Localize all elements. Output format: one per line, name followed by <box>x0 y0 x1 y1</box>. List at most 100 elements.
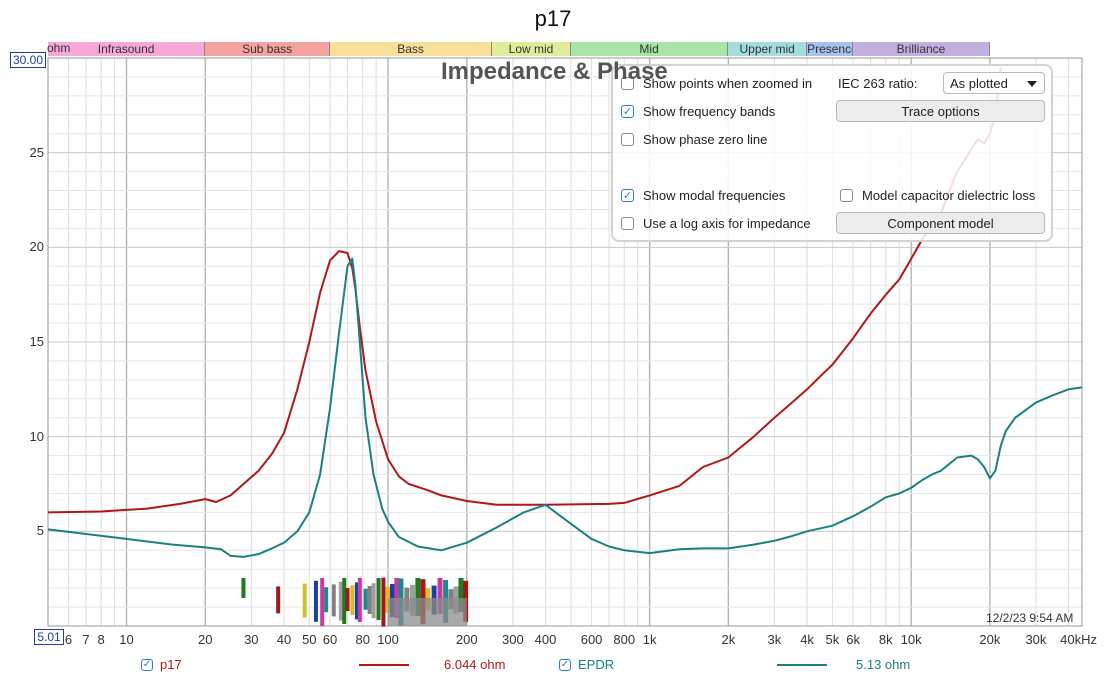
iec-ratio-select[interactable]: As plotted <box>943 72 1045 94</box>
band-sub-bass: Sub bass <box>205 42 331 56</box>
x-tick-label: 4k <box>800 632 814 647</box>
modal-frequency-bar <box>331 584 336 617</box>
x-tick-label: 8 <box>97 632 105 647</box>
x-tick-label: 6k <box>846 632 860 647</box>
show-points-checkbox[interactable] <box>621 77 634 90</box>
iec-ratio-value: As plotted <box>950 76 1008 91</box>
frequency-bands-strip: Infrasound Sub bass Bass Low mid Mid Upper mi… <box>48 42 1003 56</box>
x-tick-label: 100 <box>377 632 399 647</box>
modal-frequency-bar <box>338 581 343 621</box>
x-tick-label: 8k <box>878 632 893 647</box>
x-min-field[interactable]: 5.01 <box>34 629 64 645</box>
modal-frequency-bar <box>363 588 368 610</box>
y-tick-label: 10 <box>29 428 44 444</box>
legend-epdr-checkbox[interactable]: ✓ <box>559 658 571 671</box>
x-tick-label: 400 <box>534 632 557 647</box>
x-tick-label: 7 <box>82 632 90 647</box>
x-tick-label: 2k <box>721 632 736 647</box>
x-tick-label: 1k <box>642 632 657 647</box>
x-tick-label: 10 <box>119 632 134 647</box>
modal-frequency-bar <box>437 578 443 614</box>
modal-frequency-bar <box>342 578 347 624</box>
modal-frequency-bar <box>324 587 329 613</box>
x-tick-label: 80 <box>355 632 370 647</box>
x-tick-label: 300 <box>501 632 524 647</box>
modal-frequency-bar <box>345 588 350 611</box>
x-tick-label: 50 <box>302 632 317 647</box>
modal-frequency-bar <box>241 578 246 598</box>
component-model-button[interactable]: Component model <box>836 212 1045 234</box>
band-infrasound: Infrasound <box>48 42 206 56</box>
timestamp: 12/2/23 9:54 AM <box>986 611 1074 625</box>
legend-epdr-name: EPDR <box>578 657 615 672</box>
graph-options-panel: Show points when zoomed in ✓ Show freque… <box>611 64 1053 242</box>
x-tick-label: 40kHz <box>1060 632 1098 647</box>
legend-epdr-line <box>777 664 827 666</box>
y-tick-label: 25 <box>29 144 44 160</box>
x-tick-label: 5k <box>825 632 840 647</box>
dropdown-caret-icon <box>1027 81 1037 87</box>
modal-frequency-bar <box>357 578 362 622</box>
y-tick-label: 20 <box>29 239 44 255</box>
band-mid: Mid <box>570 42 729 56</box>
band-bass: Bass <box>330 42 493 56</box>
x-tick-label: 30 <box>244 632 259 647</box>
log-axis-checkbox[interactable] <box>621 217 634 230</box>
legend-p17-line <box>359 664 409 666</box>
modal-density-fill <box>388 598 467 626</box>
trace-options-button[interactable]: Trace options <box>836 100 1045 122</box>
y-tick-label: 15 <box>29 334 44 349</box>
modal-frequency-bar <box>350 585 355 616</box>
show-phase-zero-checkbox[interactable] <box>621 133 634 146</box>
show-phase-zero-option[interactable]: Show phase zero line <box>621 132 767 147</box>
x-tick-label: 200 <box>455 632 478 647</box>
legend-p17[interactable]: ✓ p17 <box>141 657 182 672</box>
show-modal-option[interactable]: ✓ Show modal frequencies <box>621 188 785 203</box>
x-tick-label: 30k <box>1025 632 1047 647</box>
modal-frequency-bar <box>415 578 421 616</box>
legend-p17-checkbox[interactable]: ✓ <box>141 658 153 671</box>
dielectric-checkbox[interactable] <box>840 189 853 202</box>
dielectric-option[interactable]: Model capacitor dielectric loss <box>840 188 1035 203</box>
x-tick-label: 40 <box>276 632 292 647</box>
dielectric-label: Model capacitor dielectric loss <box>862 188 1036 203</box>
modal-frequency-bar <box>381 577 386 627</box>
modal-frequency-bar <box>376 578 381 620</box>
x-tick-label: 6 <box>64 632 73 647</box>
y-tick-label: 5 <box>36 523 44 539</box>
modal-frequency-bar <box>276 586 281 614</box>
legend-p17-value: 6.044 ohm <box>444 657 506 672</box>
y-unit-label: ohm <box>47 41 71 55</box>
x-tick-label: 20k <box>979 632 1001 647</box>
band-brilliance: Brilliance <box>853 42 990 56</box>
x-tick-label: 20 <box>198 632 213 647</box>
y-max-field[interactable]: 30.00 <box>10 52 46 68</box>
x-tick-label: 60 <box>322 632 338 647</box>
modal-frequency-bar <box>320 578 325 626</box>
show-bands-option[interactable]: ✓ Show frequency bands <box>621 104 775 119</box>
show-points-label: Show points when zoomed in <box>643 76 813 91</box>
legend-p17-name: p17 <box>160 657 182 672</box>
chart-heading: Impedance & Phase <box>441 58 668 85</box>
log-axis-label: Use a log axis for impedance <box>643 216 811 231</box>
show-modal-checkbox[interactable]: ✓ <box>621 189 634 202</box>
show-phase-zero-label: Show phase zero line <box>643 132 768 147</box>
modal-frequency-bar <box>313 580 318 622</box>
plot-frame <box>47 57 1083 627</box>
modal-frequency-bar <box>354 582 359 620</box>
x-tick-label: 10k <box>900 632 922 647</box>
band-low-mid: Low mid <box>492 42 571 56</box>
legend-epdr[interactable]: ✓ EPDR <box>559 657 614 672</box>
x-tick-label: 3k <box>767 632 782 647</box>
window-title: p17 <box>534 6 572 31</box>
band-presence: Presence <box>807 42 854 56</box>
log-axis-option[interactable]: Use a log axis for impedance <box>621 216 811 231</box>
show-bands-label: Show frequency bands <box>643 104 776 119</box>
x-tick-label: 800 <box>613 632 636 647</box>
show-bands-checkbox[interactable]: ✓ <box>621 105 634 118</box>
show-points-option[interactable]: Show points when zoomed in <box>621 76 812 91</box>
show-modal-label: Show modal frequencies <box>643 188 786 203</box>
iec-label: IEC 263 ratio: <box>838 76 918 91</box>
modal-frequency-bar <box>367 586 372 614</box>
modal-frequency-bar <box>458 578 464 612</box>
